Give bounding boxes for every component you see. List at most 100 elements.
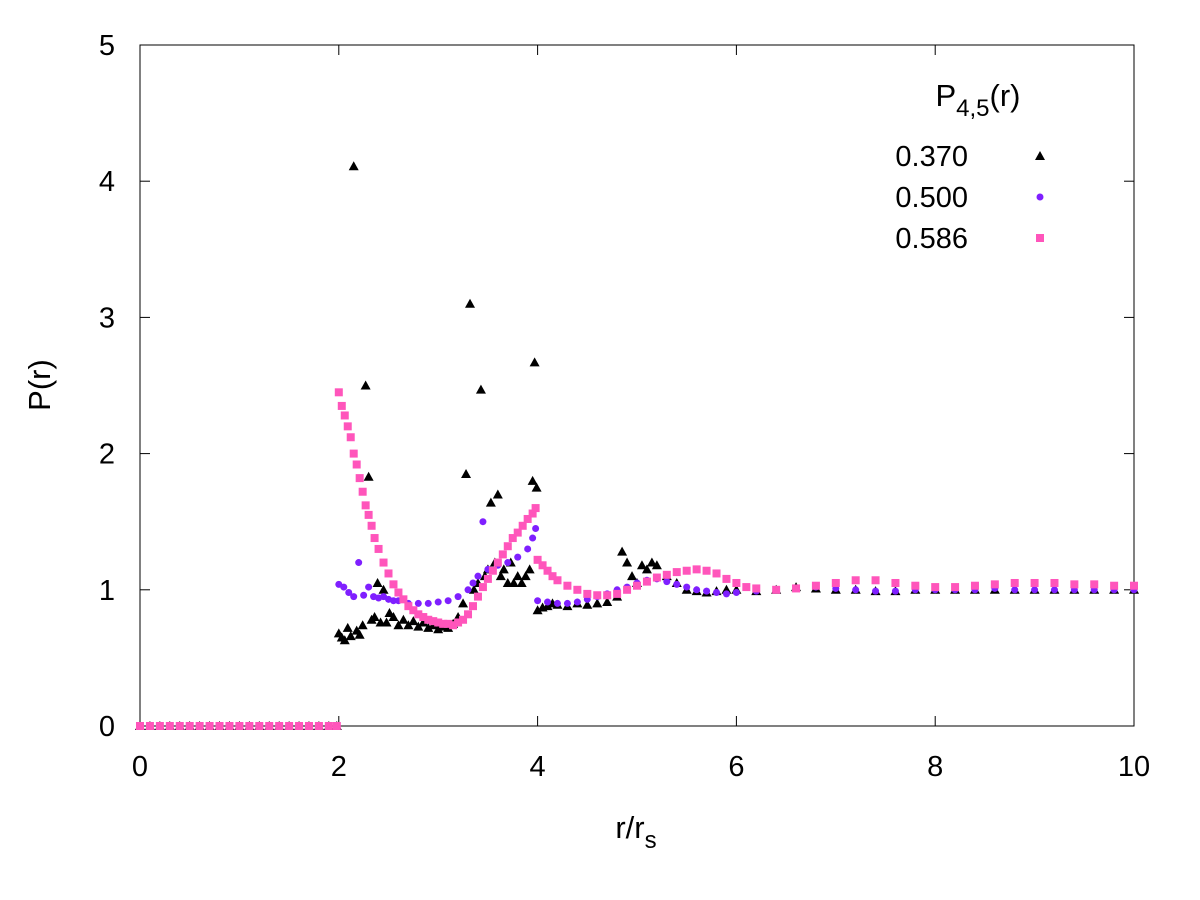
data-point	[951, 583, 960, 592]
data-point	[413, 621, 424, 631]
data-point	[573, 585, 582, 594]
legend-marker	[1036, 193, 1044, 201]
data-point	[370, 534, 379, 543]
data-point	[369, 612, 380, 622]
data-point	[1010, 578, 1019, 587]
data-point	[337, 401, 346, 410]
data-marks	[135, 161, 1139, 730]
data-point	[683, 583, 691, 591]
data-point	[408, 616, 419, 626]
data-point	[673, 580, 681, 588]
data-point	[703, 587, 711, 595]
data-point	[381, 617, 392, 627]
data-point	[434, 598, 442, 606]
data-point	[332, 722, 341, 730]
data-point	[454, 593, 462, 601]
data-point	[205, 722, 214, 730]
data-point	[364, 510, 373, 519]
data-point	[1011, 586, 1019, 594]
data-point	[641, 564, 652, 574]
data-point	[508, 534, 517, 543]
data-point	[145, 722, 154, 730]
data-point	[732, 589, 740, 597]
data-point	[245, 722, 254, 730]
data-point	[544, 598, 552, 606]
data-point	[563, 581, 572, 590]
data-point	[339, 635, 350, 645]
data-point	[424, 615, 433, 624]
data-point	[514, 553, 522, 561]
data-point	[136, 722, 144, 730]
data-point	[732, 578, 741, 587]
data-point	[692, 565, 701, 574]
data-point	[285, 722, 294, 730]
data-point	[633, 581, 641, 590]
data-point	[352, 460, 361, 469]
data-point	[404, 602, 413, 611]
data-point	[360, 380, 371, 390]
legend-entry-label: 0.500	[895, 182, 968, 214]
data-point	[851, 576, 860, 585]
data-point	[582, 599, 593, 609]
data-point	[534, 597, 542, 605]
data-point	[617, 546, 628, 556]
data-point	[423, 622, 434, 632]
data-point	[642, 577, 651, 586]
data-point	[651, 560, 662, 570]
data-point	[468, 584, 479, 594]
data-point	[342, 622, 353, 632]
data-point	[592, 598, 603, 608]
y-tick-label: 2	[99, 439, 115, 471]
data-point	[722, 574, 731, 583]
data-point	[652, 573, 661, 582]
data-point	[693, 586, 701, 594]
data-point	[360, 591, 368, 599]
x-tick-label: 6	[728, 751, 744, 783]
x-axis-label-subscript: s	[645, 827, 657, 854]
legend-entry-marker	[1035, 151, 1045, 160]
y-tick-label: 1	[99, 575, 115, 607]
data-point	[548, 572, 557, 581]
y-tick-label: 0	[99, 711, 115, 743]
data-point	[663, 578, 671, 586]
data-point	[464, 586, 472, 594]
data-point	[419, 613, 428, 622]
data-point	[742, 583, 751, 592]
data-point	[1070, 580, 1079, 589]
data-point	[389, 580, 398, 589]
data-point	[524, 545, 532, 553]
legend-marker	[1036, 234, 1044, 242]
data-point	[155, 722, 164, 730]
plot-axes: 0 2 4 6 8 10 0 1 2 3 4 5	[99, 30, 1150, 783]
x-axis-label: r/rs	[615, 810, 656, 854]
legend-marker	[1035, 151, 1045, 160]
data-point	[990, 580, 999, 589]
data-point	[449, 621, 458, 630]
data-point	[348, 161, 359, 171]
data-point	[345, 589, 353, 597]
data-point	[464, 610, 473, 619]
legend-title-main: P	[935, 78, 956, 113]
data-point	[393, 620, 404, 630]
data-point	[350, 593, 358, 601]
data-point	[603, 591, 612, 600]
data-point	[672, 568, 681, 577]
data-point	[414, 610, 423, 619]
data-point	[355, 559, 363, 567]
data-point	[483, 574, 492, 583]
data-point	[409, 606, 418, 615]
data-point	[524, 564, 535, 574]
data-point	[225, 722, 234, 730]
x-tick-label: 4	[530, 751, 546, 783]
data-point	[343, 422, 352, 431]
data-point	[504, 559, 512, 567]
data-point	[891, 587, 899, 595]
y-tick-label: 3	[99, 302, 115, 334]
data-point	[529, 534, 537, 542]
data-point	[662, 570, 671, 579]
data-point	[573, 598, 581, 606]
data-point	[563, 599, 571, 607]
series-1	[135, 161, 1139, 730]
data-point	[752, 584, 761, 593]
data-point	[513, 528, 522, 537]
